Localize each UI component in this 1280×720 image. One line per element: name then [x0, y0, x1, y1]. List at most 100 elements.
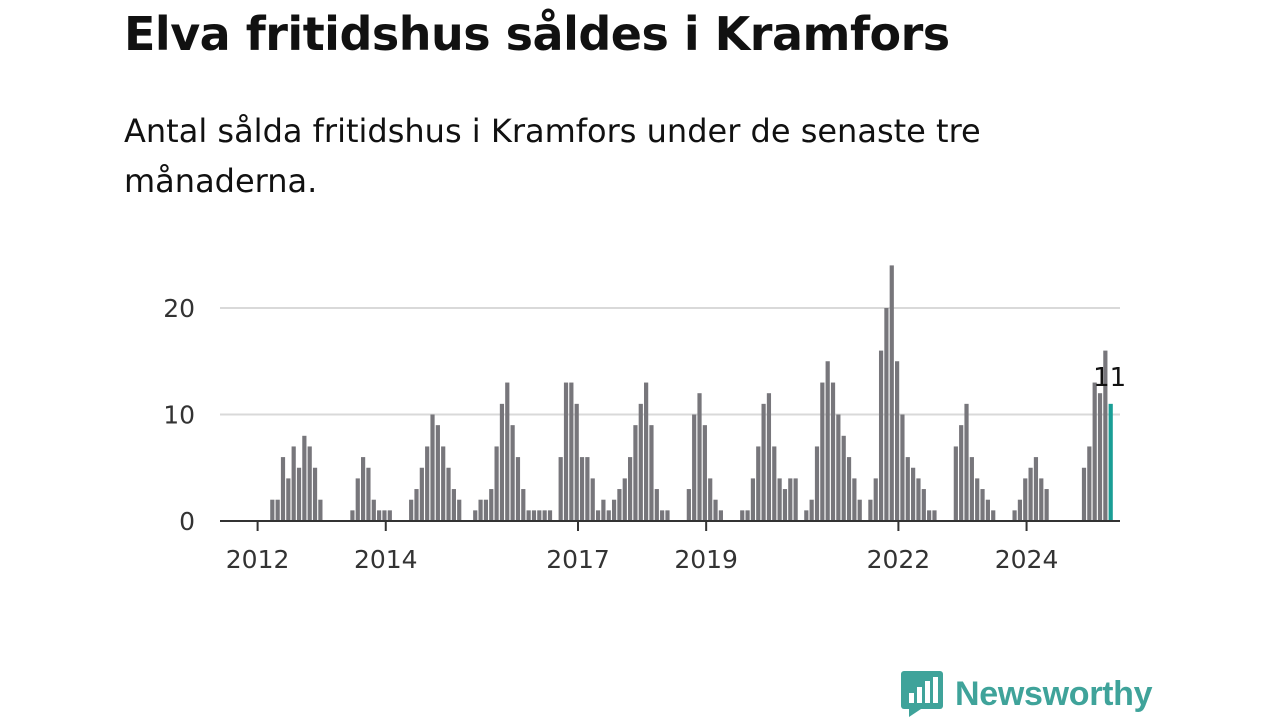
bar [435, 425, 440, 521]
x-tick-label: 2022 [867, 545, 931, 574]
bar [959, 425, 964, 521]
bar [980, 489, 985, 521]
bar [494, 446, 499, 521]
labels: 0 10 20 2012 2014 2017 2019 2022 2024 11 [163, 294, 1126, 574]
chart-subtitle: Antal sålda fritidshus i Kramfors under … [124, 112, 981, 200]
brand-name: Newsworthy [955, 674, 1153, 713]
bar [804, 510, 809, 521]
bar [606, 510, 611, 521]
bar-highlight [1108, 403, 1113, 521]
bar [927, 510, 932, 521]
x-tick-label: 2012 [226, 545, 290, 574]
bar [483, 499, 489, 521]
bar [814, 446, 820, 521]
bar [312, 467, 318, 521]
bar [969, 457, 974, 521]
bar [889, 265, 894, 521]
bar [644, 382, 649, 521]
bar [387, 510, 392, 521]
bar [1039, 478, 1044, 521]
bar [569, 382, 574, 521]
bar [649, 425, 654, 521]
bar [713, 499, 718, 521]
last-value-label: 11 [1093, 363, 1126, 393]
bar [441, 446, 446, 521]
bar [697, 393, 702, 521]
bar [510, 425, 515, 521]
bar [1097, 393, 1103, 521]
x-tick-label: 2017 [546, 545, 610, 574]
bar [1023, 478, 1028, 521]
bar [772, 446, 777, 521]
bar [291, 446, 296, 521]
bar-chart: 0 10 20 2012 2014 2017 2019 2022 2024 11 [163, 265, 1126, 574]
bar [756, 446, 761, 521]
y-tick-label: 20 [163, 294, 195, 323]
bar [878, 350, 884, 521]
bar [686, 489, 691, 521]
bar [916, 478, 921, 521]
y-tick-label: 0 [179, 507, 195, 536]
bar [932, 510, 937, 521]
bar [846, 457, 852, 521]
bar [830, 382, 836, 521]
bar [451, 489, 456, 521]
bar [921, 489, 926, 521]
bar [633, 425, 638, 521]
bar [654, 489, 659, 521]
bar [868, 499, 873, 521]
bar [526, 510, 531, 521]
bar [905, 457, 910, 521]
bar [750, 478, 756, 521]
bar [558, 457, 563, 521]
bar [1103, 350, 1108, 521]
bar [708, 478, 713, 521]
bar [419, 467, 424, 521]
bar [1087, 446, 1092, 521]
bar [809, 499, 814, 521]
bar [425, 446, 430, 521]
bar [622, 478, 627, 521]
bar [660, 510, 665, 521]
bar [350, 510, 355, 521]
bar [782, 489, 788, 521]
bar [270, 499, 275, 521]
bar [377, 510, 382, 521]
bar [911, 467, 916, 521]
bar [457, 499, 462, 521]
bar [515, 457, 521, 521]
bar [446, 467, 451, 521]
bar [852, 478, 857, 521]
bars [270, 265, 1113, 521]
bar [574, 403, 579, 521]
bar [489, 489, 494, 521]
y-tick-label: 10 [163, 401, 195, 430]
newsworthy-logo: Newsworthy [901, 671, 1153, 717]
bar [825, 361, 830, 521]
bar [286, 478, 291, 521]
bar [547, 510, 553, 521]
bar [537, 510, 542, 521]
bar [985, 499, 990, 521]
bar [590, 478, 595, 521]
bar [611, 499, 617, 521]
bar [766, 393, 772, 521]
bar [740, 510, 745, 521]
bar [975, 478, 980, 521]
bar [371, 499, 376, 521]
bar [1033, 457, 1039, 521]
axes [220, 520, 1120, 531]
bar [900, 414, 905, 521]
bar [355, 478, 360, 521]
bar [280, 457, 286, 521]
bar [836, 414, 841, 521]
bar [628, 457, 633, 521]
bar [617, 489, 622, 521]
bar [873, 478, 878, 521]
bar [478, 499, 483, 521]
bar [296, 467, 302, 521]
bar [414, 489, 419, 521]
bar [777, 478, 782, 521]
bar [991, 510, 996, 521]
bar [884, 308, 889, 521]
